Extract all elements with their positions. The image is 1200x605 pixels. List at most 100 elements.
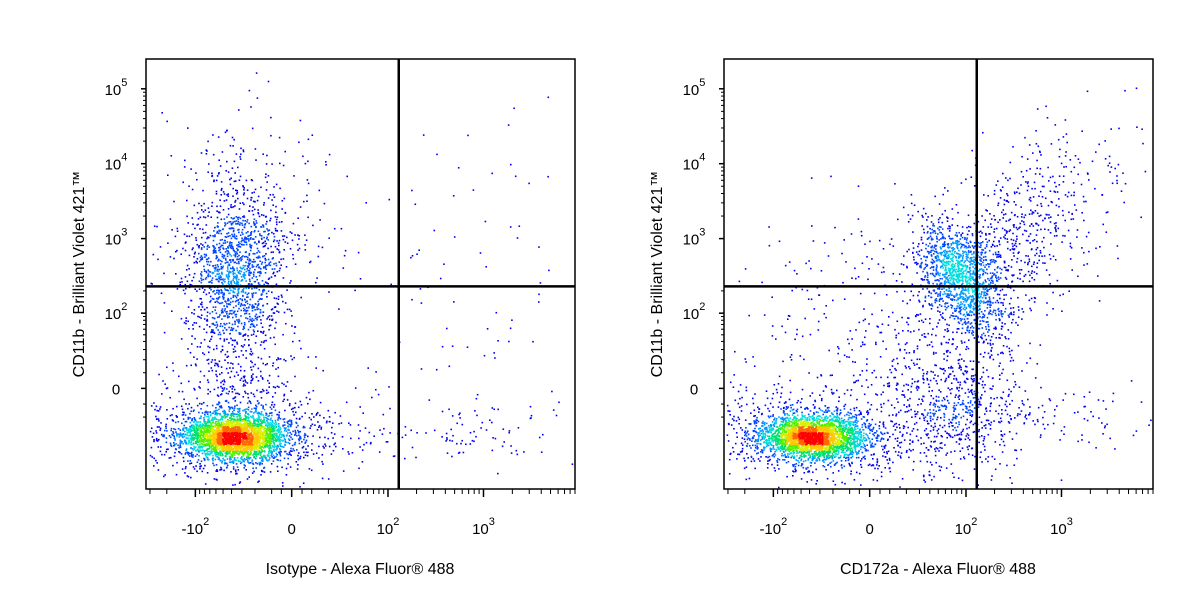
data-point bbox=[309, 398, 311, 401]
data-point bbox=[207, 171, 209, 173]
data-point bbox=[222, 450, 225, 453]
data-point bbox=[250, 366, 252, 369]
data-point bbox=[159, 408, 161, 410]
data-point bbox=[243, 237, 246, 240]
data-point bbox=[225, 367, 228, 370]
data-point bbox=[237, 429, 239, 431]
data-point bbox=[179, 284, 181, 286]
data-point bbox=[230, 429, 232, 432]
data-point bbox=[184, 441, 186, 443]
data-point bbox=[220, 292, 222, 294]
data-point bbox=[247, 431, 249, 433]
data-point bbox=[433, 229, 436, 232]
data-point bbox=[204, 256, 206, 258]
data-point bbox=[216, 273, 218, 275]
data-point bbox=[304, 442, 306, 444]
data-point bbox=[239, 430, 241, 433]
data-point bbox=[392, 455, 395, 458]
data-point bbox=[271, 231, 273, 234]
data-point bbox=[169, 256, 172, 258]
data-point bbox=[226, 313, 228, 315]
data-point bbox=[196, 453, 198, 456]
data-point bbox=[212, 249, 215, 252]
data-point bbox=[198, 439, 201, 441]
data-point bbox=[236, 404, 238, 407]
data-point bbox=[242, 291, 245, 293]
data-point bbox=[202, 278, 205, 281]
data-point bbox=[273, 437, 275, 439]
data-point bbox=[224, 430, 226, 433]
data-point bbox=[253, 261, 255, 263]
data-point bbox=[202, 431, 204, 433]
data-point bbox=[175, 273, 177, 275]
data-point bbox=[240, 377, 243, 380]
data-point bbox=[251, 305, 253, 308]
data-point bbox=[161, 112, 163, 114]
data-point bbox=[264, 424, 267, 427]
data-point bbox=[300, 404, 303, 406]
data-point bbox=[235, 223, 237, 225]
data-point bbox=[254, 447, 256, 449]
data-point bbox=[201, 412, 204, 414]
data-point bbox=[153, 402, 155, 404]
data-point bbox=[242, 304, 244, 306]
data-point bbox=[180, 317, 183, 320]
data-point bbox=[252, 200, 255, 203]
data-point bbox=[251, 436, 254, 439]
data-point bbox=[253, 470, 255, 473]
data-point bbox=[255, 292, 257, 294]
data-point bbox=[205, 153, 208, 155]
data-point bbox=[226, 350, 229, 353]
data-point bbox=[257, 412, 260, 415]
data-point bbox=[269, 443, 271, 445]
data-point bbox=[235, 193, 238, 195]
data-point bbox=[257, 271, 259, 274]
data-point bbox=[220, 405, 222, 407]
data-point bbox=[325, 421, 328, 424]
data-point bbox=[204, 415, 206, 417]
data-point bbox=[302, 482, 305, 484]
data-point bbox=[254, 342, 257, 344]
data-point bbox=[204, 216, 207, 219]
data-point bbox=[245, 419, 247, 422]
data-point bbox=[214, 442, 217, 444]
data-point bbox=[261, 434, 264, 437]
data-point bbox=[187, 416, 190, 419]
data-point bbox=[268, 439, 270, 442]
data-point bbox=[256, 417, 258, 420]
data-point bbox=[153, 225, 156, 227]
data-point bbox=[296, 449, 298, 451]
data-point bbox=[188, 434, 190, 437]
data-point bbox=[238, 109, 240, 111]
data-point bbox=[247, 328, 250, 331]
data-point bbox=[246, 422, 248, 424]
data-point bbox=[256, 278, 258, 281]
data-point bbox=[262, 407, 264, 410]
data-point bbox=[229, 445, 232, 447]
data-point bbox=[216, 426, 219, 428]
data-point bbox=[275, 455, 278, 458]
data-point bbox=[175, 443, 178, 445]
data-point bbox=[174, 443, 176, 446]
data-point bbox=[193, 427, 196, 430]
data-point bbox=[225, 428, 227, 430]
data-point bbox=[212, 298, 215, 300]
data-point bbox=[228, 423, 230, 426]
data-point bbox=[257, 440, 260, 442]
data-point bbox=[224, 222, 226, 224]
data-point bbox=[289, 450, 292, 452]
data-point bbox=[209, 234, 212, 237]
data-point bbox=[268, 459, 270, 461]
data-point bbox=[231, 245, 234, 248]
data-point bbox=[278, 386, 280, 388]
data-point bbox=[216, 231, 219, 233]
data-point bbox=[186, 199, 188, 202]
data-point bbox=[245, 431, 248, 433]
data-point bbox=[292, 430, 294, 433]
data-point bbox=[241, 456, 243, 458]
data-point bbox=[203, 418, 205, 421]
data-point bbox=[529, 405, 532, 408]
data-point bbox=[248, 252, 251, 255]
data-point bbox=[359, 430, 361, 432]
data-point bbox=[257, 453, 259, 455]
